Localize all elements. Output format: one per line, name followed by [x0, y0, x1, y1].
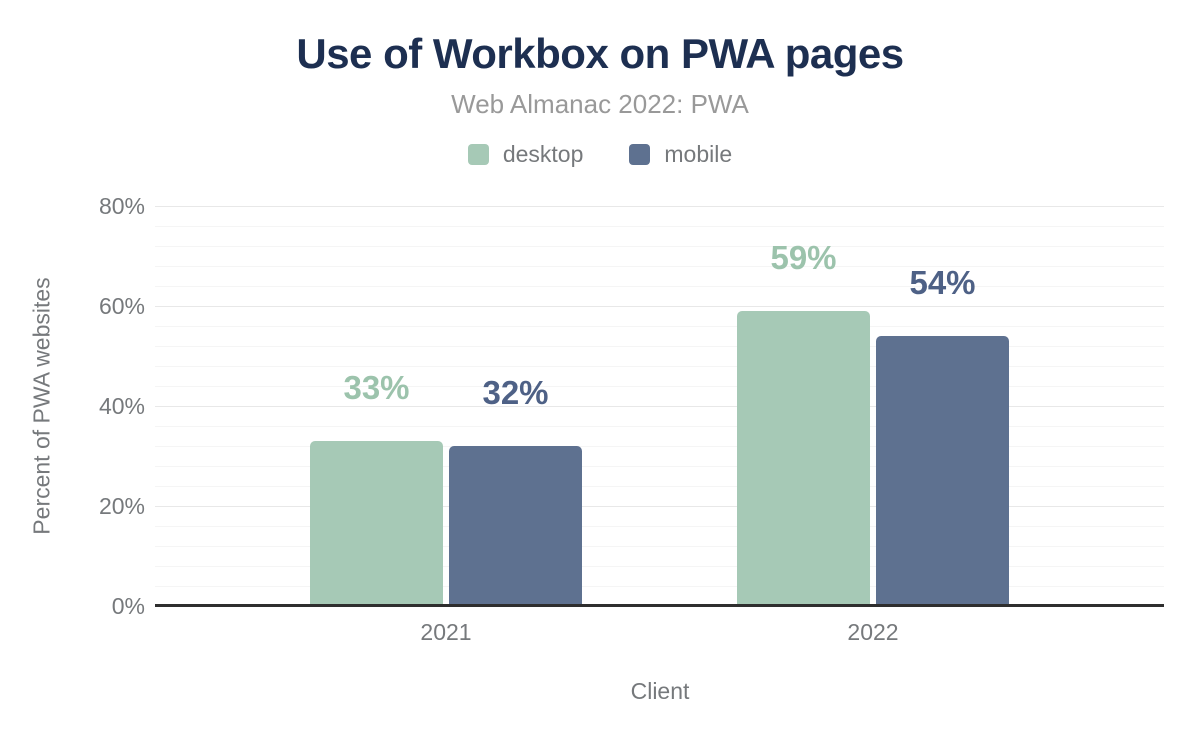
- x-axis-title: Client: [630, 678, 690, 704]
- legend-swatch-mobile: [629, 143, 651, 165]
- x-tick-label: 2022: [847, 619, 899, 645]
- gridline-minor: [155, 426, 1164, 427]
- legend-item-mobile[interactable]: mobile: [629, 141, 732, 168]
- bar-label-desktop-2021: 33%: [343, 369, 410, 406]
- gridline-minor: [155, 246, 1164, 247]
- chart-title: Use of Workbox on PWA pages: [296, 30, 904, 77]
- y-axis-title: Percent of PWA websites: [28, 277, 55, 535]
- bar-label-desktop-2022: 59%: [770, 239, 837, 276]
- legend-label-desktop: desktop: [502, 140, 584, 167]
- x-axis-line: [155, 604, 1164, 607]
- legend-swatch-desktop: [467, 143, 489, 165]
- bar-desktop-2021: [310, 441, 443, 606]
- gridline-minor: [155, 486, 1164, 487]
- y-tick-label: 20%: [98, 493, 145, 519]
- legend: desktop mobile: [0, 141, 1200, 167]
- legend-label-mobile: mobile: [664, 140, 733, 167]
- gridline-minor: [155, 526, 1164, 527]
- bar-desktop-2022: [737, 311, 870, 606]
- gridline-minor: [155, 386, 1164, 387]
- gridline-minor: [155, 286, 1164, 287]
- y-tick-label: 40%: [98, 393, 145, 419]
- gridline-minor: [155, 566, 1164, 567]
- legend-item-desktop[interactable]: desktop: [467, 140, 584, 168]
- gridline-minor: [155, 346, 1164, 347]
- gridline-major: [155, 406, 1164, 407]
- gridline-minor: [155, 546, 1164, 547]
- bar-mobile-2022: [876, 336, 1009, 606]
- y-tick-label: 80%: [98, 193, 145, 219]
- gridline-minor: [155, 586, 1164, 587]
- gridline-minor: [155, 226, 1164, 227]
- bar-mobile-2021: [449, 446, 582, 606]
- y-tick-label: 60%: [98, 293, 145, 319]
- gridline-major: [155, 506, 1164, 507]
- bar-label-mobile-2021: 32%: [482, 374, 549, 411]
- bar-label-mobile-2022: 54%: [909, 264, 976, 301]
- gridline-major: [155, 206, 1164, 207]
- y-tick-label: 0%: [111, 593, 145, 619]
- chart-subtitle: Web Almanac 2022: PWA: [451, 89, 749, 119]
- gridline-major: [155, 306, 1164, 307]
- gridline-minor: [155, 366, 1164, 367]
- gridline-minor: [155, 326, 1164, 327]
- x-tick-label: 2021: [420, 619, 472, 645]
- gridline-minor: [155, 466, 1164, 467]
- gridline-minor: [155, 446, 1164, 447]
- gridline-minor: [155, 266, 1164, 267]
